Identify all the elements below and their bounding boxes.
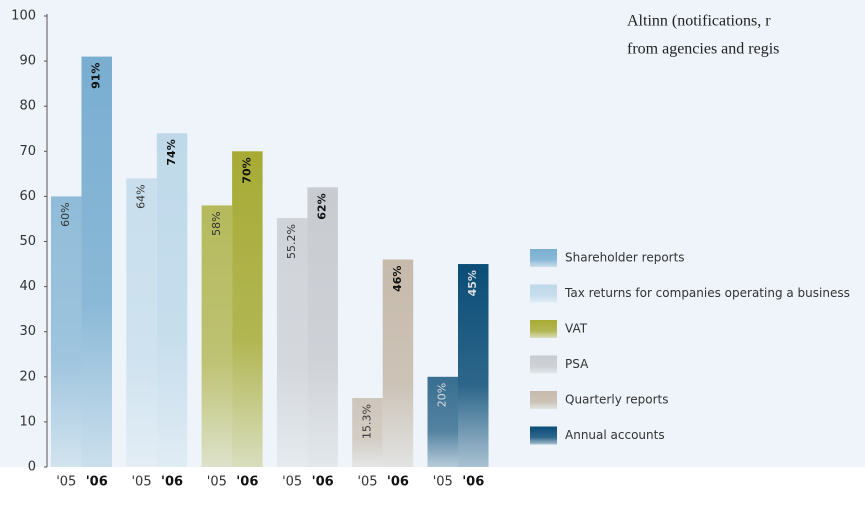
value-label: 64% <box>135 184 148 208</box>
x-tick-label: '06 <box>462 475 484 490</box>
y-tick-label: 20 <box>19 369 36 384</box>
legend-swatch <box>530 391 557 409</box>
x-tick-label: '06 <box>86 475 108 490</box>
x-tick-label: '06 <box>161 475 183 490</box>
legend-label: VAT <box>565 322 588 336</box>
value-label: 20% <box>436 383 449 407</box>
value-label: 46% <box>391 266 404 292</box>
y-tick-label: 10 <box>19 414 36 429</box>
legend-swatch <box>530 249 557 267</box>
value-label: 74% <box>165 139 178 165</box>
y-tick-label: 90 <box>19 54 36 69</box>
bar <box>276 218 308 467</box>
y-tick-label: 60 <box>19 189 36 204</box>
legend-swatch <box>530 426 557 445</box>
legend-label: Tax returns for companies operating a bu… <box>564 286 850 300</box>
legend-label: Annual accounts <box>565 428 665 442</box>
x-tick-label: '05 <box>56 475 76 490</box>
bar <box>352 397 383 467</box>
x-tick-label: '05 <box>207 475 227 490</box>
value-label: 70% <box>240 157 253 183</box>
y-tick-label: 30 <box>19 324 36 339</box>
value-label: 62% <box>316 193 329 219</box>
legend-label: Quarterly reports <box>565 393 669 407</box>
x-tick-label: '05 <box>131 475 151 490</box>
y-tick-label: 0 <box>28 460 36 475</box>
bar <box>156 133 188 467</box>
legend-swatch <box>530 284 557 303</box>
bar <box>307 187 338 467</box>
y-tick-label: 50 <box>19 234 36 249</box>
y-tick-label: 100 <box>11 9 36 24</box>
legend-label: Shareholder reports <box>565 251 685 265</box>
y-tick-label: 70 <box>19 144 36 159</box>
bar <box>427 376 458 467</box>
bar <box>382 259 414 467</box>
bar <box>51 196 82 467</box>
bar <box>81 56 112 468</box>
x-tick-label: '06 <box>312 475 334 490</box>
annotation: Altinn (notifications, r <box>627 13 771 30</box>
value-label: 55.2% <box>285 224 298 259</box>
bar <box>458 264 489 467</box>
value-label: 60% <box>59 202 72 226</box>
bar <box>126 178 157 468</box>
legend-swatch <box>530 320 557 338</box>
x-tick-label: '05 <box>433 475 453 490</box>
y-tick-label: 40 <box>19 279 36 294</box>
value-label: 45% <box>466 270 479 296</box>
value-label: 58% <box>210 211 223 235</box>
legend-swatch <box>530 355 557 374</box>
x-tick-label: '05 <box>282 475 302 490</box>
annotation: from agencies and regis <box>627 41 779 58</box>
bar <box>232 151 263 468</box>
x-tick-label: '06 <box>387 475 409 490</box>
value-label: 91% <box>90 63 103 89</box>
x-tick-label: '05 <box>357 475 377 490</box>
x-tick-label: '06 <box>236 475 258 490</box>
legend-label: PSA <box>565 357 589 371</box>
y-tick-label: 80 <box>19 99 36 114</box>
bar <box>201 205 233 468</box>
value-label: 15.3% <box>360 404 373 439</box>
